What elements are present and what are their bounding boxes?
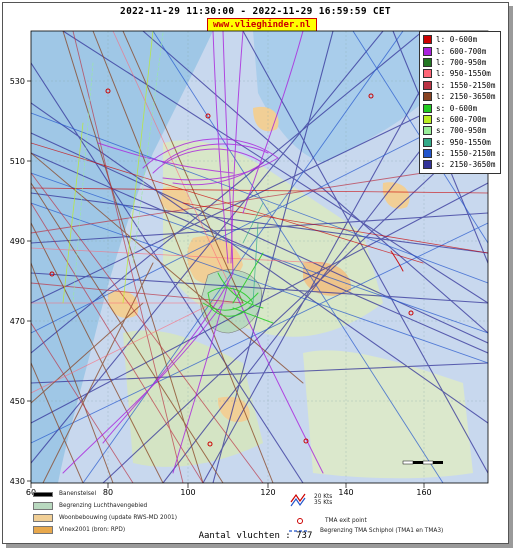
y-tick-label: 530 [10,77,25,86]
key-runway: Banenstelsel [33,491,96,497]
legend-item: l: 2150-3650m [423,91,497,102]
legend-label: l: 1550-2150m [436,80,496,90]
legend-label: l: 950-1550m [436,69,491,79]
legend-swatch [423,69,432,79]
key-label: Woonbebouwing (update RWS-MD 2001) [59,515,178,521]
housing-swatch [33,514,53,522]
wind-35-label: 35 Kts [314,500,333,506]
legend-item: s: 1550-2150m [423,148,497,159]
altitude-legend: l: 0-600m l: 600-700m l: 700-950m l: 950… [419,31,501,174]
x-tick-label: 80 [103,488,113,497]
legend-swatch [423,160,432,170]
legend-label: s: 700-950m [436,126,487,136]
key-label: Begrenzing TMA Schiphol (TMA1 en TMA3) [320,528,444,534]
legend-label: l: 700-950m [436,57,487,67]
x-tick-label: 120 [260,488,275,497]
legend-item: s: 700-950m [423,125,497,136]
map-key: Banenstelsel Begrenzing Luchthavengebied… [33,490,488,538]
legend-label: l: 2150-3650m [436,92,496,102]
legend-label: s: 2150-3650m [436,160,496,170]
x-tick-label: 100 [180,488,195,497]
legend-label: l: 0-600m [436,35,478,45]
x-tick-label: 160 [416,488,431,497]
legend-swatch [423,57,432,67]
key-vinex: Vinex2001 (bron: RPD) [33,526,125,534]
y-tick-label: 510 [10,157,25,166]
tma-exit-icon [297,518,303,524]
base-map [31,31,488,483]
legend-label: s: 1550-2150m [436,149,496,159]
legend-swatch [423,92,432,102]
legend-item: s: 600-700m [423,114,497,125]
airport-swatch [33,502,53,510]
legend-item: s: 950-1550m [423,137,497,148]
legend-label: s: 600-700m [436,114,487,124]
key-tma-exit: TMA exit point [295,517,367,525]
legend-swatch [423,137,432,147]
vinex-swatch [33,526,53,534]
legend-item: s: 0-600m [423,102,497,113]
y-tick-label: 430 [10,477,25,486]
legend-label: l: 600-700m [436,46,487,56]
tma-boundary-icon [289,530,309,532]
x-tick-label: 60 [26,488,36,497]
legend-swatch [423,35,432,45]
wind-20-label: 20 Kts [314,494,333,500]
y-tick-label: 450 [10,397,25,406]
key-wind: 20 Kts 35 Kts [288,492,332,508]
key-label: TMA exit point [325,518,367,524]
flight-track-map: 60 80 100 120 140 160 530 510 490 470 45… [10,30,489,497]
legend-item: l: 700-950m [423,57,497,68]
legend-swatch [423,80,432,90]
runway-swatch [33,491,53,497]
plot-border [30,30,489,484]
legend-label: s: 0-600m [436,103,478,113]
legend-item: l: 950-1550m [423,68,497,79]
y-tick-label: 490 [10,237,25,246]
flight-tracks [31,31,488,483]
x-tick-label: 140 [338,488,353,497]
legend-swatch [423,103,432,113]
map-frame: 2022-11-29 11:30:00 - 2022-11-29 16:59:5… [2,2,509,544]
legend-item: l: 1550-2150m [423,80,497,91]
key-label: Vinex2001 (bron: RPD) [59,527,126,533]
legend-label: s: 950-1550m [436,137,491,147]
time-range-title: 2022-11-29 11:30:00 - 2022-11-29 16:59:5… [120,6,391,17]
legend-swatch [423,126,432,136]
key-label: Banenstelsel [59,491,97,497]
legend-item: l: 0-600m [423,34,497,45]
legend-swatch [423,149,432,159]
legend-item: l: 600-700m [423,45,497,56]
scale-bar [402,460,443,465]
legend-item: s: 2150-3650m [423,159,497,170]
legend-swatch [423,114,432,124]
key-housing: Woonbebouwing (update RWS-MD 2001) [33,514,177,522]
wind-icon [290,493,306,507]
key-tma-boundary: Begrenzing TMA Schiphol (TMA1 en TMA3) [288,528,443,534]
y-tick-label: 470 [10,317,25,326]
legend-swatch [423,46,432,56]
key-airport-boundary: Begrenzing Luchthavengebied [33,502,147,510]
tma-exit-points [49,88,414,447]
flight-count: Aantal vluchten : 737 [198,531,313,541]
key-label: Begrenzing Luchthavengebied [59,503,148,509]
